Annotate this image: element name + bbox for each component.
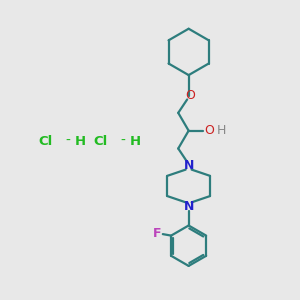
Text: Cl: Cl bbox=[39, 135, 53, 148]
Text: O: O bbox=[185, 89, 195, 102]
Text: F: F bbox=[153, 227, 161, 240]
Text: -: - bbox=[65, 134, 70, 148]
Text: H: H bbox=[130, 135, 141, 148]
Text: O: O bbox=[204, 124, 214, 137]
Text: N: N bbox=[184, 200, 194, 213]
Text: N: N bbox=[184, 159, 194, 172]
Text: -: - bbox=[120, 134, 125, 148]
Text: H: H bbox=[75, 135, 86, 148]
Text: Cl: Cl bbox=[94, 135, 108, 148]
Text: H: H bbox=[217, 124, 226, 137]
